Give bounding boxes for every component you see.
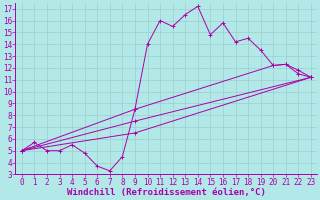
X-axis label: Windchill (Refroidissement éolien,°C): Windchill (Refroidissement éolien,°C) — [67, 188, 266, 197]
